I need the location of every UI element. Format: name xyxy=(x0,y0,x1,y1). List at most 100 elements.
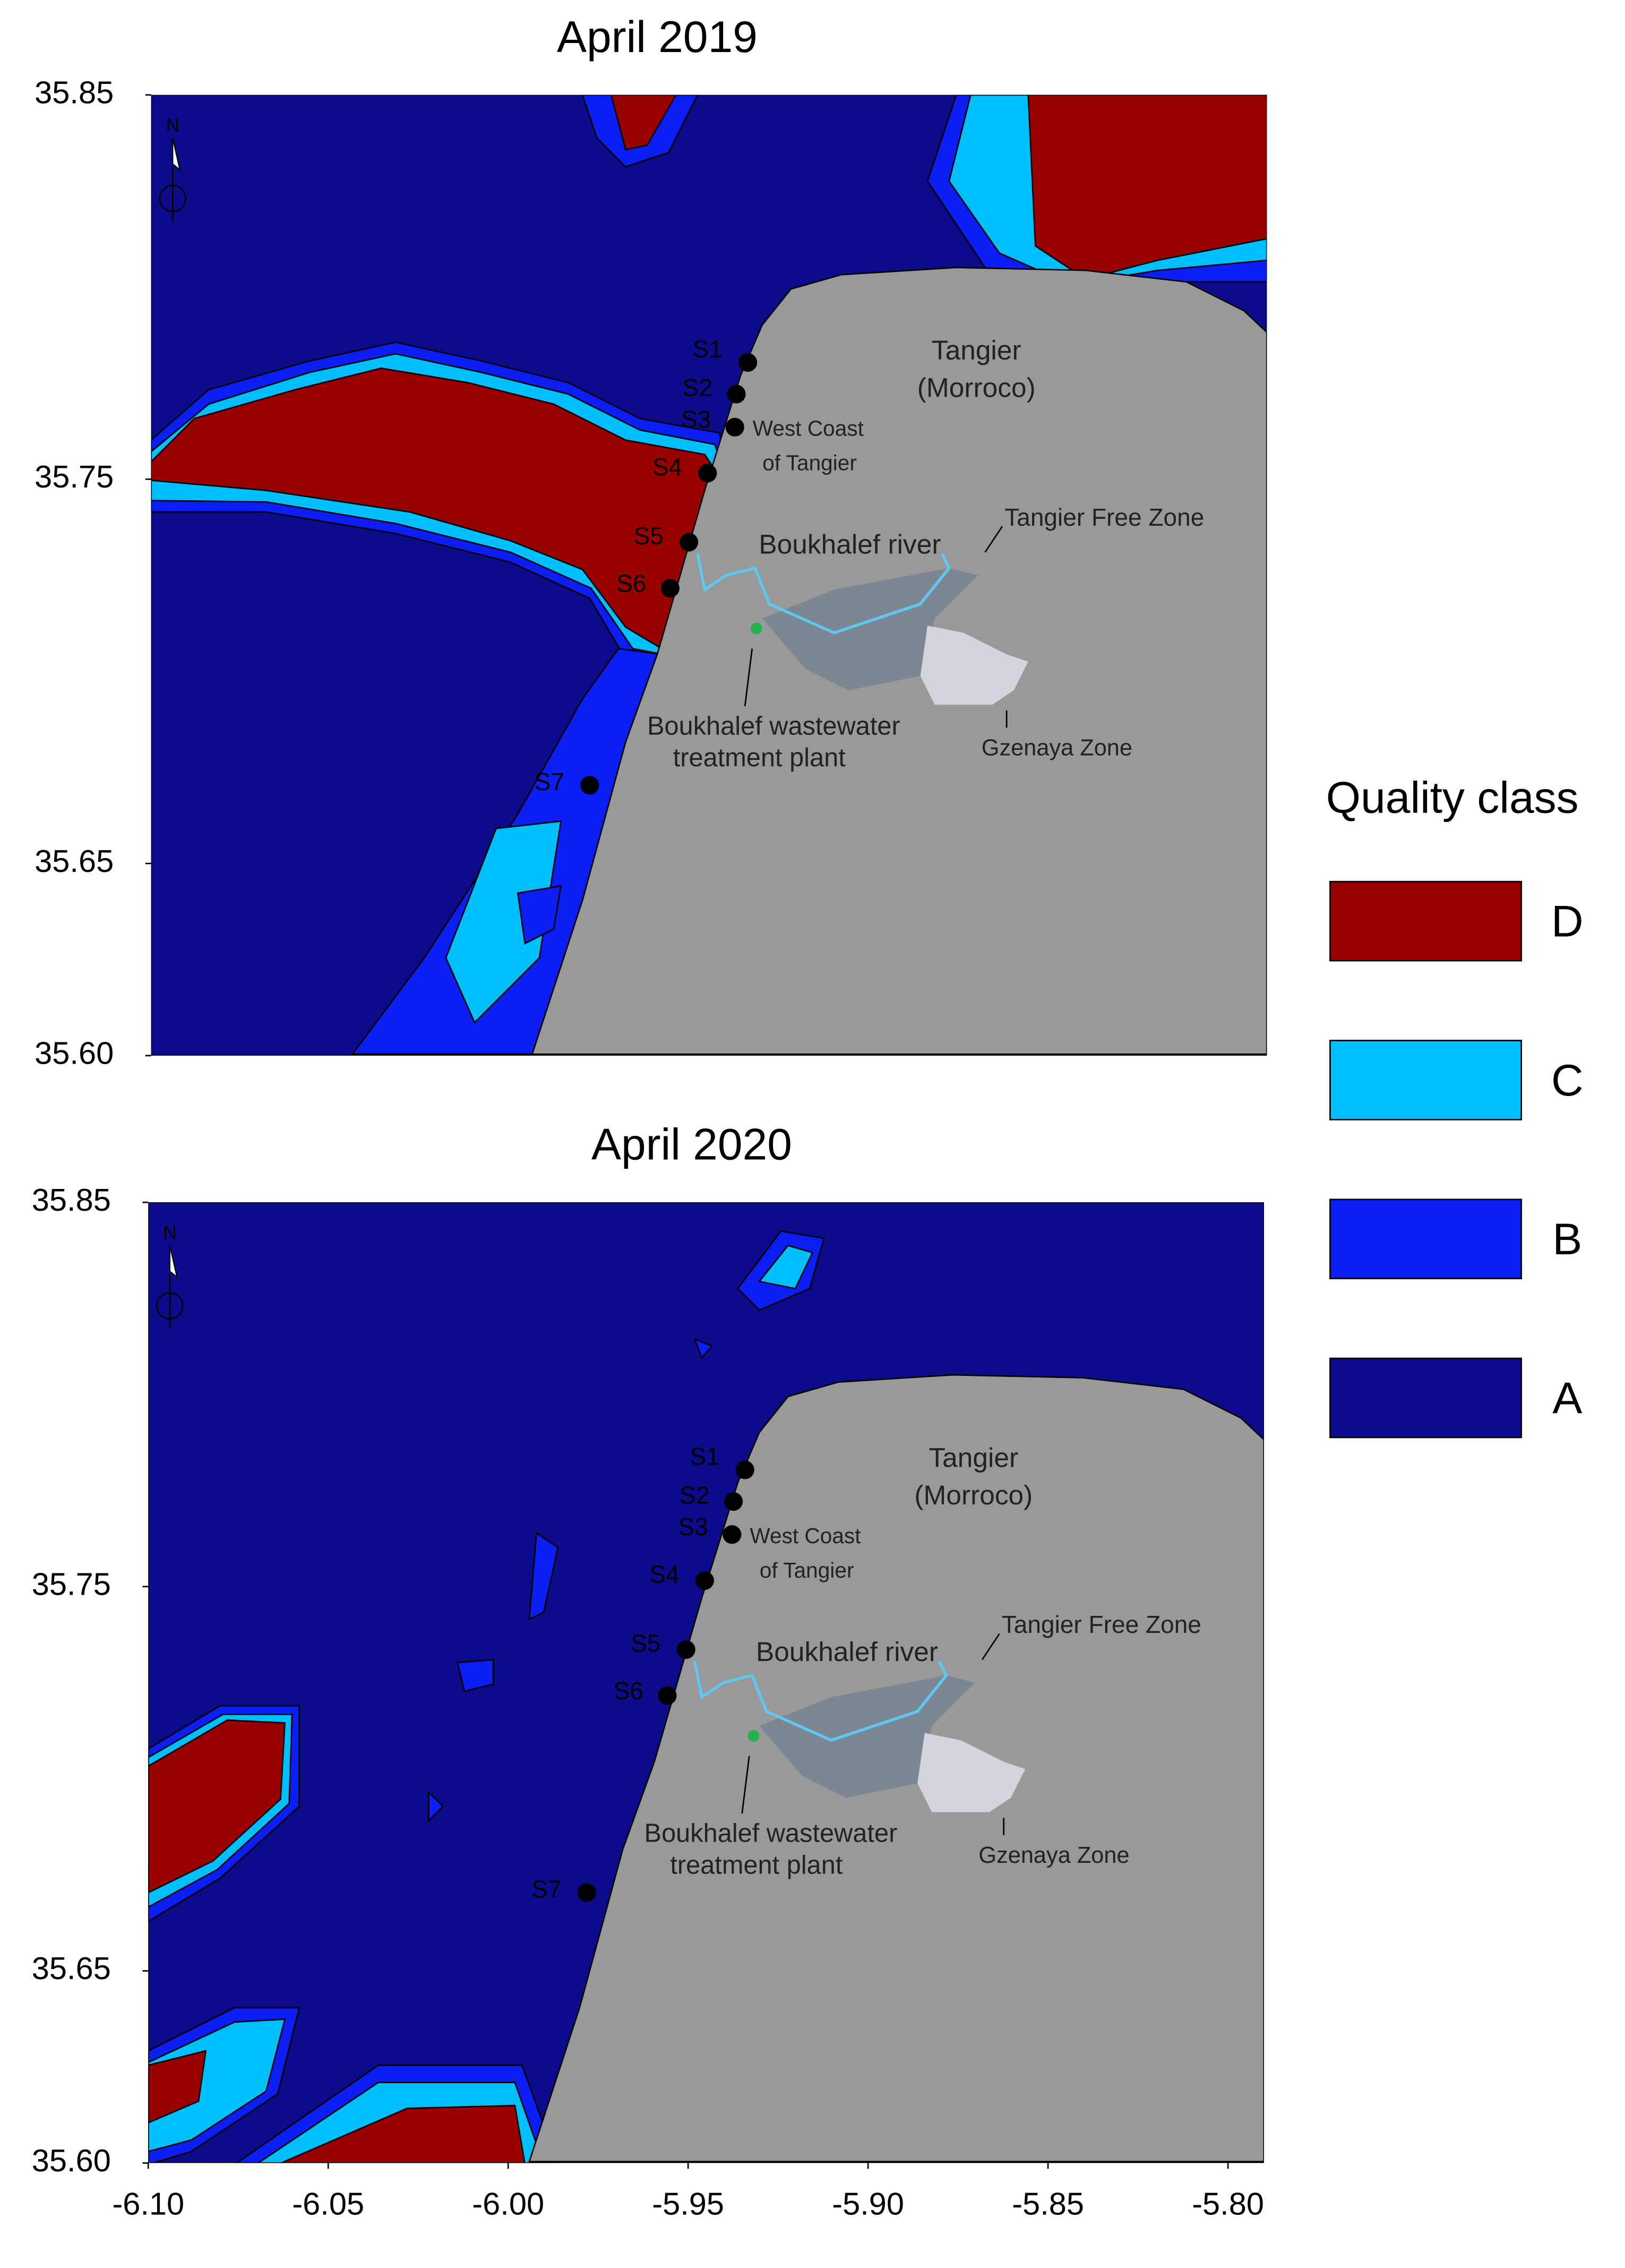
quality-zone xyxy=(148,2018,286,2153)
station-label: S5 xyxy=(634,522,664,550)
y-tick-label: 35.75 xyxy=(35,459,114,494)
station-label: S3 xyxy=(678,1513,708,1540)
legend-label: D xyxy=(1551,896,1584,946)
arrow xyxy=(741,1756,750,1814)
legend-swatch xyxy=(1329,1357,1523,1439)
station-label: S7 xyxy=(535,768,564,795)
gzenaya-area xyxy=(917,1733,1026,1812)
station-label: S4 xyxy=(652,453,682,481)
arrow xyxy=(984,526,1003,553)
x-tick-label: -6.00 xyxy=(472,2186,544,2221)
station xyxy=(695,1571,714,1590)
place-label: Tangier xyxy=(928,1442,1018,1473)
station-label: S6 xyxy=(616,569,646,597)
map: N S1 S2 S3 S4 S5 S6 S7 Tangier (Morroco) West Coas… xyxy=(151,95,1267,1056)
quality-zone xyxy=(517,885,562,945)
legend-swatch xyxy=(1329,1199,1523,1280)
station-label: S6 xyxy=(614,1677,643,1705)
y-tick-label: 35.60 xyxy=(35,1035,114,1071)
x-tick-label: -5.80 xyxy=(1192,2186,1264,2221)
station xyxy=(727,384,746,404)
station xyxy=(724,1492,743,1511)
place-label: Tangier xyxy=(932,335,1021,365)
plant-marker xyxy=(747,1730,760,1742)
place-label: Boukhalef wastewater xyxy=(647,712,900,740)
station-label: S5 xyxy=(631,1629,660,1657)
place-label: (Morroco) xyxy=(917,372,1036,403)
station xyxy=(735,1460,754,1479)
legend-swatch xyxy=(1329,1040,1523,1120)
station-label: S7 xyxy=(531,1876,561,1903)
place-label: West Coast xyxy=(750,1524,861,1548)
quality-zone xyxy=(148,1719,286,1894)
arrow xyxy=(981,1633,1000,1661)
legend-label: B xyxy=(1552,1214,1582,1264)
x-tick-label: -5.90 xyxy=(832,2186,904,2221)
quality-zone xyxy=(610,95,677,151)
y-tick-label: 35.60 xyxy=(32,2143,111,2178)
y-tick-label: 35.65 xyxy=(32,1950,111,1986)
place-label: West Coast xyxy=(753,416,864,441)
station-label: S1 xyxy=(693,335,723,363)
gzenaya-area xyxy=(920,626,1028,705)
y-tick-label: 35.65 xyxy=(35,843,114,879)
y-tick-label: 35.75 xyxy=(32,1567,111,1602)
river xyxy=(696,553,951,635)
station xyxy=(660,579,680,598)
station xyxy=(725,417,744,437)
station xyxy=(698,464,717,483)
place-label: Boukhalef river xyxy=(759,529,941,560)
y-tick-label: 35.85 xyxy=(35,74,114,110)
panel-title: April 2020 xyxy=(591,1119,792,1169)
legend-swatch xyxy=(1329,880,1523,962)
quality-zone xyxy=(456,1658,494,1692)
place-label: of Tangier xyxy=(760,1558,854,1582)
quality-zone xyxy=(693,1337,713,1359)
north-arrow xyxy=(172,138,181,172)
station xyxy=(679,533,699,552)
quality-zone xyxy=(758,1244,814,1290)
legend-label: C xyxy=(1551,1055,1584,1105)
quality-zone xyxy=(428,1790,444,1822)
quality-zone xyxy=(445,820,562,1024)
legend-label: A xyxy=(1552,1373,1582,1423)
station-label: S4 xyxy=(649,1560,679,1588)
x-tick-label: -6.05 xyxy=(292,2186,364,2221)
x-tick-label: -5.85 xyxy=(1012,2186,1084,2221)
station xyxy=(723,1525,742,1544)
station xyxy=(738,353,758,372)
place-label: (Morroco) xyxy=(914,1479,1033,1510)
quality-zone xyxy=(528,1531,559,1621)
place-label: treatment plant xyxy=(670,1851,843,1879)
map-clip xyxy=(148,1202,1264,2163)
station xyxy=(658,1686,677,1705)
x-tick-label: -6.10 xyxy=(112,2186,184,2221)
plant-marker xyxy=(751,622,762,635)
station xyxy=(580,776,599,795)
river xyxy=(693,1660,948,1742)
map-clip xyxy=(151,95,1267,1056)
y-tick-label: 35.85 xyxy=(32,1182,111,1218)
quality-zone xyxy=(279,2104,526,2163)
north-label: N xyxy=(163,1222,176,1243)
north-arrow xyxy=(169,1245,178,1279)
map: N S1 S2 S3 S4 S5 S6 S7 Tangier (Morroco) West Coas… xyxy=(148,1202,1264,2163)
station-label: S2 xyxy=(683,374,712,401)
place-label: treatment plant xyxy=(673,743,846,772)
place-label: Tangier Free Zone xyxy=(1002,1611,1201,1638)
station xyxy=(676,1640,695,1659)
place-label: Gzenaya Zone xyxy=(978,1843,1129,1868)
legend-title: Quality class xyxy=(1326,773,1579,823)
station-label: S3 xyxy=(681,406,711,433)
quality-zone xyxy=(148,2050,207,2124)
station-label: S2 xyxy=(680,1482,709,1509)
place-label: Boukhalef river xyxy=(756,1636,938,1667)
station-label: S1 xyxy=(690,1442,719,1470)
north-label: N xyxy=(166,115,179,136)
arrow xyxy=(744,648,753,706)
place-label: Tangier Free Zone xyxy=(1004,503,1204,531)
place-label: Boukhalef wastewater xyxy=(644,1819,898,1848)
station xyxy=(577,1883,596,1902)
